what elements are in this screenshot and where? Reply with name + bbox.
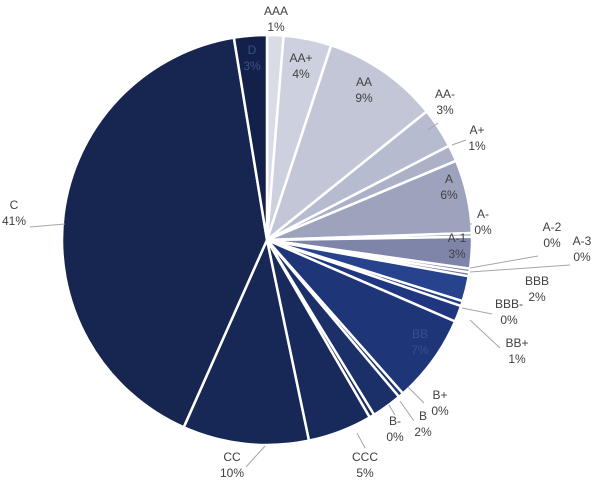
leader-line-b- xyxy=(388,404,396,416)
slice-percent: 2% xyxy=(528,290,546,304)
slice-category: AA+ xyxy=(289,51,312,65)
slice-percent: 0% xyxy=(474,223,492,237)
slice-category: D xyxy=(248,43,257,57)
slice-label-cc: CC 10% xyxy=(220,450,244,480)
slice-percent: 0% xyxy=(500,313,518,327)
leader-line-bbb- xyxy=(461,307,493,315)
pie-slice-cc xyxy=(182,238,311,447)
slice-percent: 0% xyxy=(573,250,591,264)
slice-category: CCC xyxy=(352,450,378,464)
leader-line-b- xyxy=(407,386,425,404)
slice-percent: 3% xyxy=(436,103,454,117)
slice-label-b-: B+ 0% xyxy=(431,388,449,418)
slice-category: A-2 xyxy=(543,220,562,234)
pie-slice-c xyxy=(60,36,269,429)
slice-label-bbb: BBB 2% xyxy=(525,274,549,304)
slice-category: A- xyxy=(477,207,489,221)
slice-category: B+ xyxy=(432,388,447,402)
slice-category: BBB- xyxy=(495,297,523,311)
leader-line-c xyxy=(29,223,66,228)
slice-label-a-: A+ 1% xyxy=(468,123,486,153)
leader-lines xyxy=(29,122,571,468)
slice-percent: 1% xyxy=(508,352,526,366)
slice-label-b-: B- 0% xyxy=(386,414,404,444)
slice-category: BB+ xyxy=(505,336,528,350)
slice-label-ccc: CCC 5% xyxy=(352,450,378,480)
slice-percent: 9% xyxy=(355,91,373,105)
slice-percent: 2% xyxy=(414,425,432,439)
slice-label-aaa: AAA 1% xyxy=(264,4,288,34)
slice-label-a-: A- 0% xyxy=(474,207,492,237)
slice-label-a-1: A-1 3% xyxy=(448,231,467,261)
slice-label-aa-: AA- 3% xyxy=(435,87,455,117)
slice-category: BB xyxy=(412,327,428,341)
leader-line-a- xyxy=(451,139,467,146)
slice-label-a: A 6% xyxy=(440,172,458,202)
slice-percent: 4% xyxy=(292,67,310,81)
slice-labels: AAA 1%AA+ 4%AA 9% AA-3%A+ 1%A 6%A-0%A-1 3%A-2 0%… xyxy=(2,4,592,480)
slice-category: B- xyxy=(389,414,401,428)
leader-line-bb- xyxy=(469,319,501,349)
pie-slices xyxy=(60,33,474,447)
slice-label-aa: AA 9% xyxy=(355,75,373,105)
slice-category: B xyxy=(419,409,427,423)
slice-percent: 0% xyxy=(431,404,449,418)
slice-label-d: D 3% xyxy=(243,43,261,73)
slice-category: CC xyxy=(223,450,241,464)
slice-percent: 1% xyxy=(267,20,285,34)
leader-line-cc xyxy=(245,445,266,468)
slice-category: BBB xyxy=(525,274,549,288)
slice-percent: 0% xyxy=(386,430,404,444)
slice-label-a-2: A-2 0% xyxy=(543,220,562,250)
slice-label-aa-: AA+ 4% xyxy=(289,51,312,81)
slice-label-bb-: BB+ 1% xyxy=(505,336,528,366)
leader-line-a-2 xyxy=(469,255,539,269)
slice-percent: 5% xyxy=(356,466,374,480)
slice-category: A xyxy=(445,172,453,186)
leader-line-aa- xyxy=(427,122,439,131)
slice-category: A-1 xyxy=(448,231,467,245)
slice-label-a-3: A-3 0% xyxy=(573,234,592,264)
slice-percent: 41% xyxy=(2,214,26,228)
slice-category: C xyxy=(10,198,19,212)
slice-percent: 1% xyxy=(468,139,486,153)
slice-percent: 10% xyxy=(220,466,244,480)
slice-label-bb: BB 7% xyxy=(411,327,429,357)
slice-category: AAA xyxy=(264,4,288,18)
pie-slice-aa xyxy=(265,44,428,242)
slice-percent: 3% xyxy=(448,247,466,261)
slice-category: AA- xyxy=(435,87,455,101)
slice-label-bbb-: BBB- 0% xyxy=(495,297,523,327)
slice-category: A+ xyxy=(469,123,484,137)
leader-line-b xyxy=(399,400,415,422)
slice-percent: 0% xyxy=(543,236,561,250)
pie-slice-d xyxy=(232,33,269,242)
slice-percent: 7% xyxy=(411,343,429,357)
slice-percent: 3% xyxy=(243,59,261,73)
slice-percent: 6% xyxy=(440,188,458,202)
slice-label-b: B 2% xyxy=(414,409,432,439)
slice-category: AA xyxy=(356,75,372,89)
leader-line-ccc xyxy=(356,432,366,449)
slice-label-c: C 41% xyxy=(2,198,26,228)
slice-category: A-3 xyxy=(573,234,592,248)
leader-line-a-3 xyxy=(469,264,571,273)
